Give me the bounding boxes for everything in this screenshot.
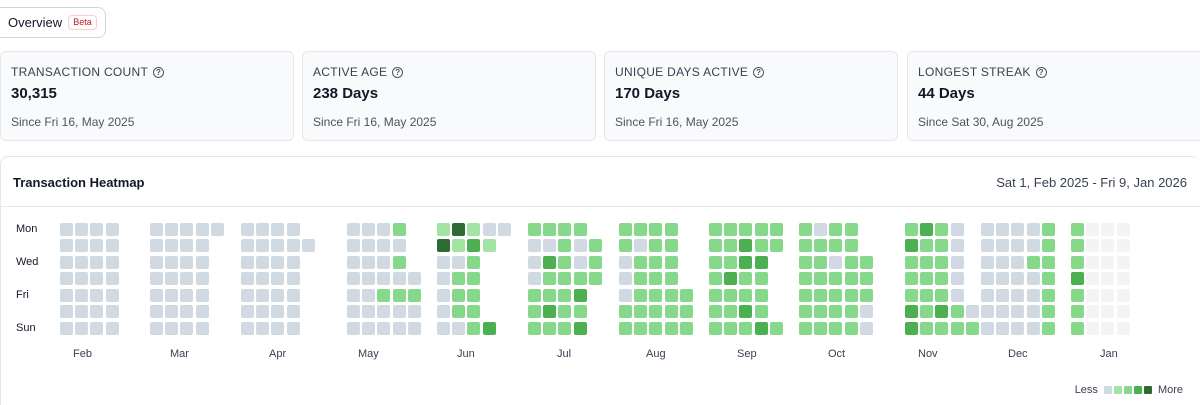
help-icon[interactable]: ? bbox=[1035, 66, 1047, 78]
stat-value: 30,315 bbox=[11, 85, 57, 102]
stat-label: UNIQUE DAYS ACTIVE? bbox=[615, 65, 765, 79]
month-label: Aug bbox=[646, 348, 666, 360]
stat-card-longest-streak: LONGEST STREAK? 44 Days Since Sat 30, Au… bbox=[907, 51, 1200, 141]
legend-swatch bbox=[1133, 386, 1142, 394]
stat-card-transaction-count: TRANSACTION COUNT? 30,315 Since Fri 16, … bbox=[0, 51, 294, 141]
stat-card-unique-days-active: UNIQUE DAYS ACTIVE? 170 Days Since Fri 1… bbox=[604, 51, 898, 141]
stat-label: ACTIVE AGE? bbox=[313, 65, 404, 79]
legend-more-label: More bbox=[1157, 384, 1183, 396]
help-icon[interactable]: ? bbox=[392, 66, 404, 78]
month-label: Dec bbox=[1008, 348, 1028, 360]
day-label-sun: Sun bbox=[16, 322, 36, 334]
stat-card-active-age: ACTIVE AGE? 238 Days Since Fri 16, May 2… bbox=[302, 51, 596, 141]
month-label: Oct bbox=[828, 348, 846, 360]
beta-badge: Beta bbox=[68, 15, 97, 30]
stat-subtext: Since Sat 30, Aug 2025 bbox=[918, 115, 1044, 129]
month-label: Jun bbox=[457, 348, 475, 360]
stat-subtext: Since Fri 16, May 2025 bbox=[615, 115, 739, 129]
stat-label: TRANSACTION COUNT? bbox=[11, 65, 165, 79]
legend-swatch bbox=[1123, 386, 1132, 394]
stat-label: LONGEST STREAK? bbox=[918, 65, 1047, 79]
month-label: Feb bbox=[73, 348, 92, 360]
month-label: Jan bbox=[1100, 348, 1118, 360]
help-icon[interactable]: ? bbox=[153, 66, 165, 78]
stat-subtext: Since Fri 16, May 2025 bbox=[313, 115, 437, 129]
heatmap-date-range: Sat 1, Feb 2025 - Fri 9, Jan 2026 bbox=[996, 175, 1187, 190]
heatmap-card: Transaction Heatmap Sat 1, Feb 2025 - Fr… bbox=[0, 156, 1200, 405]
day-label-mon: Mon bbox=[16, 223, 38, 235]
stat-value: 44 Days bbox=[918, 85, 975, 102]
day-label-fri: Fri bbox=[16, 289, 29, 301]
month-label: Apr bbox=[269, 348, 287, 360]
help-icon[interactable]: ? bbox=[753, 66, 765, 78]
heatmap-legend: Less More bbox=[1075, 384, 1183, 396]
stat-value: 238 Days bbox=[313, 85, 379, 102]
heatmap-header: Transaction Heatmap Sat 1, Feb 2025 - Fr… bbox=[1, 157, 1200, 207]
legend-swatch bbox=[1103, 386, 1112, 394]
legend-less-label: Less bbox=[1074, 384, 1098, 396]
stat-value: 170 Days bbox=[615, 85, 681, 102]
legend-swatch bbox=[1113, 386, 1122, 394]
month-label: Mar bbox=[170, 348, 189, 360]
legend-swatch bbox=[1143, 386, 1152, 394]
month-label: May bbox=[358, 348, 379, 360]
month-label: Jul bbox=[557, 348, 572, 360]
month-label: Sep bbox=[737, 348, 757, 360]
stat-subtext: Since Fri 16, May 2025 bbox=[11, 115, 135, 129]
day-label-wed: Wed bbox=[16, 256, 39, 268]
tab-label: Overview bbox=[8, 15, 63, 30]
month-label: Nov bbox=[918, 348, 938, 360]
tab-overview[interactable]: Overview Beta bbox=[0, 7, 106, 38]
heatmap-title: Transaction Heatmap bbox=[13, 175, 145, 190]
stats-row: TRANSACTION COUNT? 30,315 Since Fri 16, … bbox=[0, 51, 1200, 141]
